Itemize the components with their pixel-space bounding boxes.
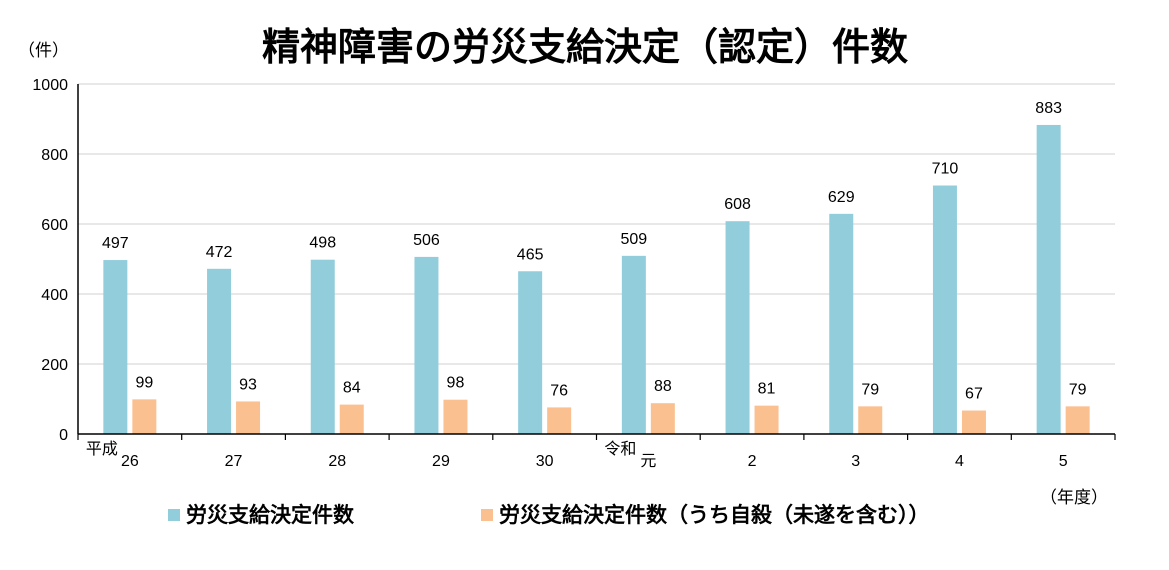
data-labels: 497 472 498 506 465 509 608 629 710 883 99 93 84 98 76… (102, 100, 1087, 403)
data-label: 497 (102, 235, 129, 252)
data-label: 88 (654, 378, 672, 395)
data-label: 506 (413, 232, 440, 249)
data-label: 98 (447, 375, 465, 392)
legend: 労災支給決定件数 労災支給決定件数（うち自殺（未遂を含む）） (168, 503, 930, 527)
bar-series-1 (518, 271, 543, 434)
bars (103, 124, 1090, 434)
x-axis-unit-label: （年度） (1040, 488, 1108, 508)
data-label: 883 (1035, 100, 1062, 117)
bar-series-1 (310, 259, 335, 434)
data-label: 465 (517, 246, 544, 263)
data-label: 498 (309, 235, 336, 252)
data-label: 76 (550, 382, 568, 399)
bar-series-1 (103, 260, 128, 434)
bar-series-2 (443, 399, 468, 434)
bar-series-2 (1065, 406, 1090, 434)
legend-label-1: 労災支給決定件数 (186, 503, 355, 527)
data-label: 99 (135, 374, 153, 391)
gridlines (78, 83, 1115, 365)
y-tick-label: 800 (41, 147, 68, 164)
bar-series-2 (547, 407, 572, 434)
data-label: 93 (239, 376, 257, 393)
x-tick-label: 2 (748, 453, 757, 470)
legend-label-2: 労災支給決定件数（うち自殺（未遂を含む）） (499, 503, 930, 527)
x-tick-label: 5 (1059, 453, 1068, 470)
legend-swatch-2 (481, 509, 493, 521)
bar-series-1 (207, 268, 232, 434)
y-tick-label: 200 (41, 357, 68, 374)
x-tick-label: 28 (328, 453, 346, 470)
x-tick-label: 元 (640, 453, 656, 470)
data-label: 81 (758, 381, 776, 398)
data-label: 608 (724, 196, 751, 213)
bar-series-2 (132, 399, 157, 434)
legend-swatch-1 (168, 509, 180, 521)
bar-series-2 (339, 404, 364, 434)
y-tick-label: 600 (41, 217, 68, 234)
bar-series-1 (621, 255, 646, 434)
bar-series-2 (650, 403, 675, 434)
era-label: 令和 (604, 439, 636, 458)
y-tick-label: 1000 (32, 77, 68, 94)
x-tick-label: 27 (225, 453, 243, 470)
bar-series-2 (236, 401, 261, 434)
data-label: 710 (932, 161, 959, 178)
bar-series-2 (961, 410, 986, 434)
data-label: 79 (1069, 381, 1087, 398)
bar-series-1 (932, 185, 957, 434)
x-tick-label: 30 (536, 453, 554, 470)
data-label: 79 (861, 381, 879, 398)
bar-series-1 (829, 213, 854, 434)
y-tick-label: 400 (41, 287, 68, 304)
axes: 0 200 400 600 800 1000 26 27 28 29 30 元 2 3 4 5 平成 令和 (32, 77, 1116, 470)
data-label: 509 (620, 231, 647, 248)
x-tick-label: 3 (851, 453, 860, 470)
data-label: 629 (828, 189, 855, 206)
x-tick-label: 29 (432, 453, 450, 470)
x-tick-label: 26 (121, 453, 139, 470)
era-label: 平成 (86, 439, 118, 458)
data-label: 84 (343, 380, 361, 397)
chart-title: 精神障害の労災支給決定（認定）件数 (262, 25, 908, 69)
data-label: 67 (965, 386, 983, 403)
y-axis-unit-label: （件） (18, 41, 69, 61)
bar-series-1 (725, 221, 750, 434)
bar-series-1 (1036, 124, 1061, 434)
bar-series-1 (414, 256, 439, 434)
bar-series-2 (754, 405, 779, 434)
bar-series-2 (858, 406, 883, 434)
x-tick-label: 4 (955, 453, 964, 470)
y-tick-label: 0 (59, 427, 68, 444)
data-label: 472 (206, 244, 233, 261)
